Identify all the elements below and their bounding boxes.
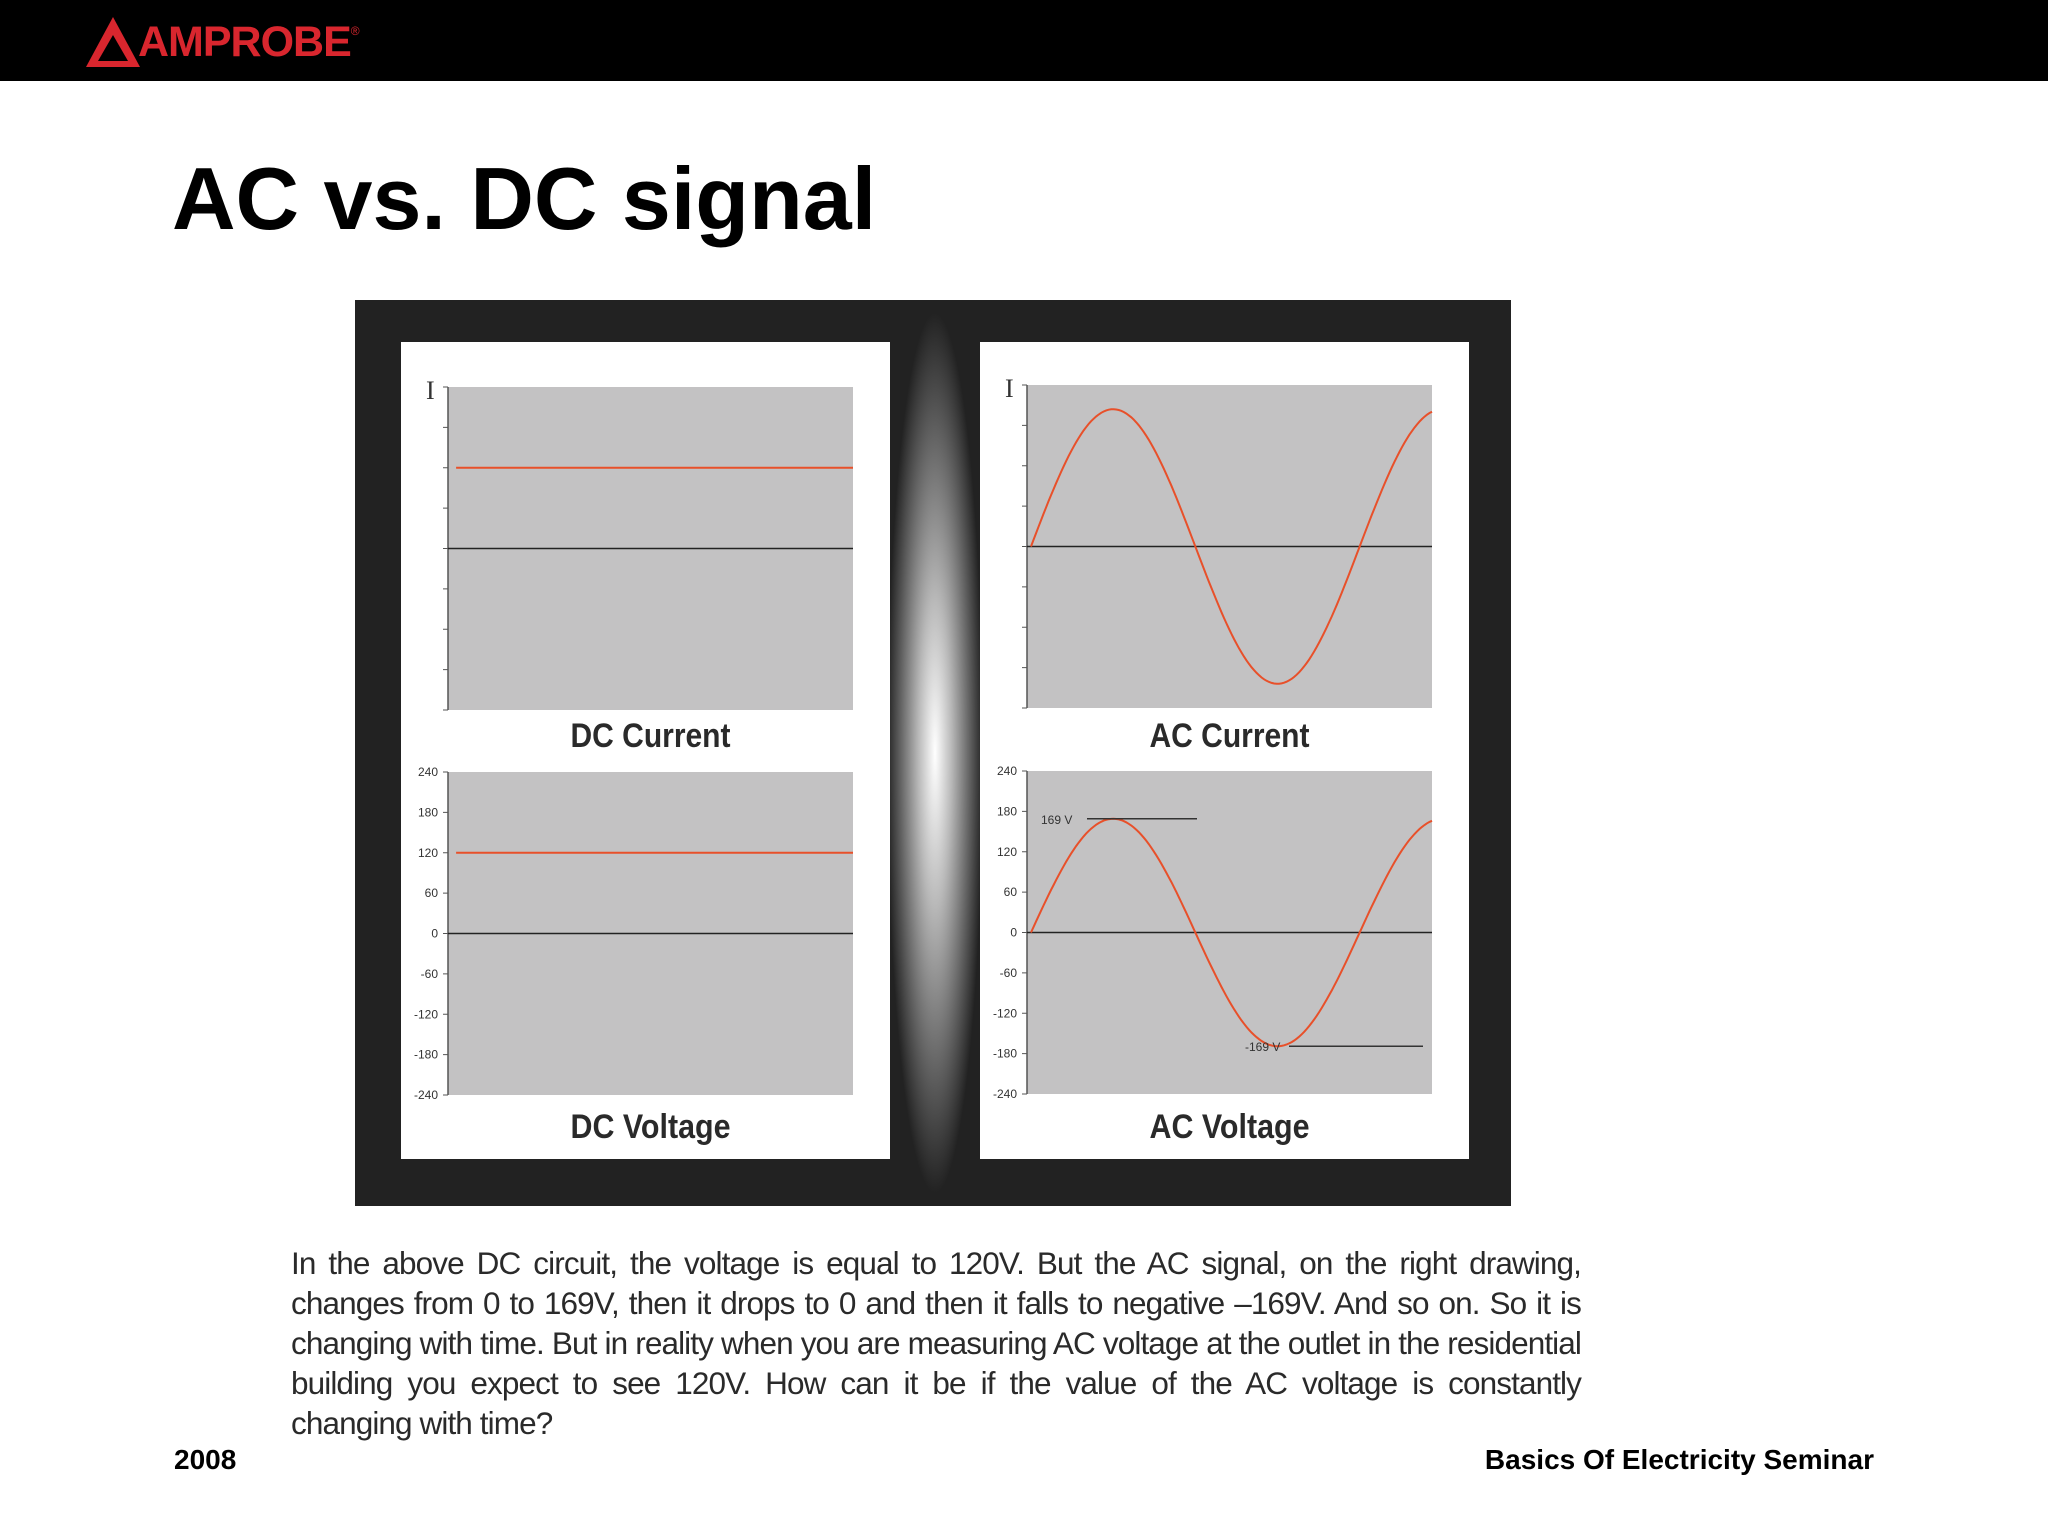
footer-title: Basics Of Electricity Seminar [1484,1444,1874,1475]
dc-voltage-tick-label: 60 [425,886,439,900]
dc-current-title: DC Current [571,717,731,755]
center-divider-glow [887,313,983,1193]
dc-current-y-label: I [426,376,435,405]
dc-voltage-title: DC Voltage [571,1108,731,1146]
ac-current-title: AC Current [1150,717,1310,755]
ac-voltage-tick-label: 60 [1004,885,1018,899]
dc-voltage-tick-label: 180 [418,805,438,819]
dc-voltage-tick-label: 0 [431,927,438,941]
header-bar: AMPROBE ® [0,0,2048,81]
dc-voltage-tick-label: 240 [418,765,438,779]
dc-voltage-tick-label: -180 [414,1048,438,1062]
brand-name: AMPROBE [138,17,352,66]
trough-annotation-label: -169 V [1245,1040,1280,1054]
amprobe-logo: AMPROBE ® [84,14,360,70]
signal-comparison-figure: I DC Current I AC Current 240 180 120 60 0 -60 -12… [355,300,1511,1206]
ac-voltage-tick-label: -180 [993,1047,1017,1061]
ac-voltage-tick-label: 180 [997,804,1017,818]
slide-title: AC vs. DC signal [172,149,877,248]
ac-voltage-tick-label: 120 [997,845,1017,859]
charts-svg: I DC Current I AC Current 240 180 120 60 0 -60 -12… [401,313,1469,1193]
explanation-caption: In the above DC circuit, the voltage is … [291,1245,1582,1441]
warning-triangle-icon [86,17,140,67]
dc-voltage-tick-label: 120 [418,846,438,860]
ac-voltage-tick-label: 0 [1010,926,1017,940]
dc-voltage-tick-label: -120 [414,1007,438,1021]
ac-voltage-tick-label: 240 [997,764,1017,778]
peak-annotation-label: 169 V [1041,813,1072,827]
footer-year: 2008 [174,1444,237,1475]
ac-voltage-tick-label: -60 [1000,966,1018,980]
registered-mark: ® [350,24,360,38]
ac-voltage-title: AC Voltage [1150,1108,1310,1146]
dc-voltage-tick-label: -60 [421,967,439,981]
ac-voltage-tick-label: -240 [993,1087,1017,1101]
ac-voltage-tick-label: -120 [993,1006,1017,1020]
ac-current-series-line [1030,408,1433,685]
ac-current-y-label: I [1005,374,1014,403]
dc-voltage-tick-label: -240 [414,1088,438,1102]
ac-voltage-series-line [1030,817,1433,1048]
